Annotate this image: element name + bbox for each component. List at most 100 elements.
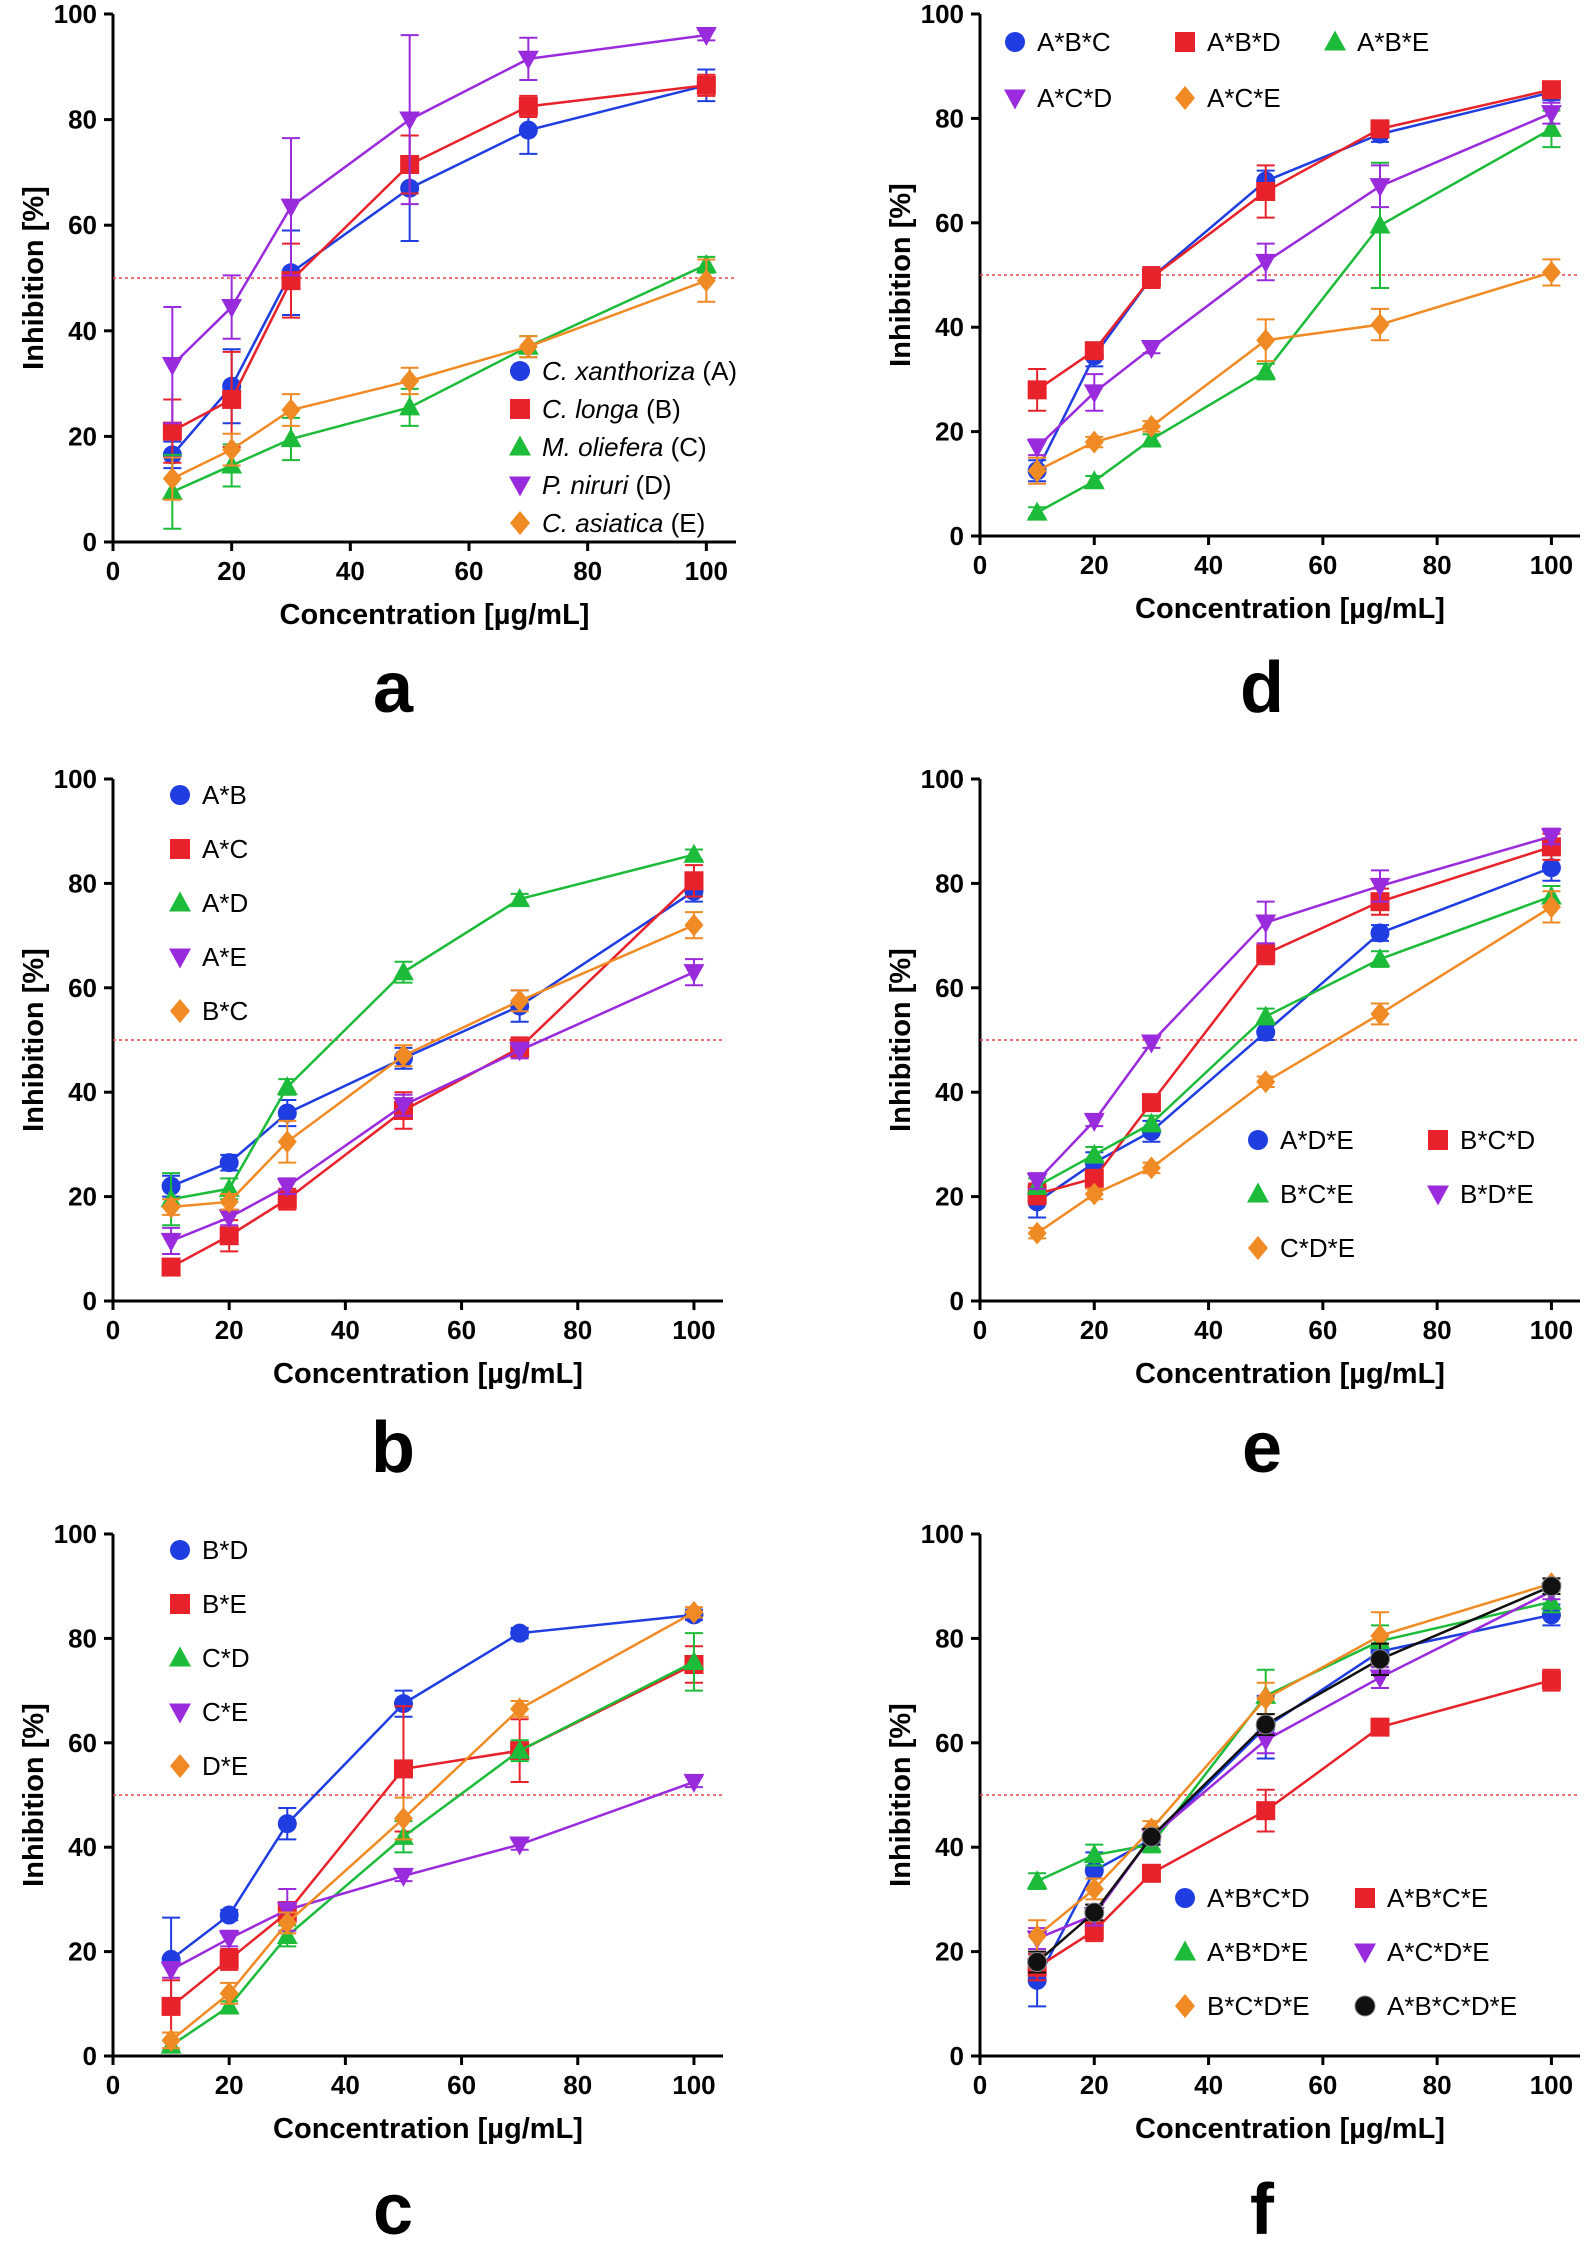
legend-label: C. xanthoriza (A) (542, 356, 737, 386)
x-axis-label: Concentration [µg/mL] (1135, 1358, 1445, 1390)
legend-label: A*C*D (1037, 83, 1112, 113)
y-tick-label: 40 (935, 312, 964, 342)
data-point (1083, 1143, 1105, 1163)
panel-b: 0 20 40 60 80 100 0 20 40 60 80 100 Concentration [µ… (18, 764, 723, 1488)
x-tick-label: 20 (215, 2070, 244, 2100)
series-line (1036, 1585, 1552, 1963)
legend-marker (1428, 1130, 1448, 1150)
x-tick-label: 100 (1530, 2070, 1573, 2100)
x-tick-label: 20 (1080, 1315, 1109, 1345)
data-point (393, 1807, 413, 1830)
data-point (393, 1759, 413, 1779)
data-point (1541, 260, 1561, 284)
x-tick-label: 100 (1530, 550, 1573, 580)
y-tick-label: 20 (935, 1937, 964, 1967)
legend-label: B*C*D*E (1207, 1991, 1310, 2021)
x-tick-label: 40 (336, 556, 365, 586)
y-axis-label: Inhibition [%] (885, 948, 917, 1132)
legend-marker (170, 1754, 190, 1778)
series-line (1036, 1613, 1552, 1981)
legend-label: B*E (202, 1589, 247, 1619)
data-point (277, 1103, 297, 1123)
data-point (509, 888, 531, 908)
y-tick-label: 20 (68, 1937, 97, 1967)
y-tick-label: 80 (935, 868, 964, 898)
legend-marker (1427, 1185, 1449, 1206)
data-point (281, 398, 301, 422)
data-point (1370, 313, 1390, 336)
data-point (1026, 1870, 1048, 1890)
data-point (683, 1773, 705, 1793)
legend-label: A*B*E (1357, 27, 1429, 57)
y-tick-label: 60 (935, 208, 964, 238)
data-point (276, 1925, 298, 1945)
legend-label: D*E (202, 1751, 248, 1781)
series-b-c (161, 911, 704, 1219)
legend-name: B*E (202, 1589, 247, 1619)
panel-f: 0 20 40 60 80 100 0 20 40 60 80 100 Concentration [µ… (885, 1519, 1580, 2250)
y-axis-label: Inhibition [%] (885, 1703, 917, 1887)
data-point (1370, 923, 1390, 943)
data-point (684, 1600, 704, 1624)
data-point (1083, 1112, 1105, 1132)
legend-marker (170, 1540, 190, 1560)
series-c-asiatica (162, 258, 716, 501)
data-point (1256, 944, 1276, 964)
y-tick-label: 20 (68, 421, 97, 451)
legend-name: M. oliefera (542, 432, 663, 462)
series-line (170, 1613, 695, 1961)
y-axis-label: Inhibition [%] (885, 183, 917, 367)
series-a-b-d (1027, 80, 1561, 412)
series-a-b-d-e (1026, 1590, 1562, 1890)
data-point (1255, 360, 1277, 380)
series-line (170, 924, 695, 1209)
data-point (1084, 341, 1104, 361)
y-tick-label: 100 (921, 1519, 964, 1549)
x-tick-label: 60 (1308, 1315, 1337, 1345)
data-point (1027, 1221, 1047, 1245)
data-point (221, 298, 243, 318)
data-point (1027, 380, 1047, 400)
series-line (170, 1611, 695, 2042)
y-tick-label: 60 (935, 973, 964, 1003)
data-point (222, 438, 242, 461)
data-point (1255, 1714, 1276, 1735)
legend-marker (509, 476, 531, 497)
x-tick-label: 0 (106, 1315, 120, 1345)
data-point (1256, 1070, 1276, 1094)
y-tick-label: 0 (83, 1286, 97, 1316)
x-tick-label: 100 (685, 556, 728, 586)
y-tick-label: 80 (935, 103, 964, 133)
y-tick-label: 100 (921, 764, 964, 794)
data-point (393, 1044, 413, 1068)
legend-name: B*D*E (1460, 1179, 1534, 1209)
series-line (1036, 1590, 1552, 1940)
panel-a: 0 20 40 60 80 100 0 20 40 60 80 100 Concentration [µ… (18, 0, 737, 728)
data-point (509, 1836, 531, 1856)
legend-name: C. asiatica (542, 508, 663, 538)
x-axis-label: Concentration [µg/mL] (273, 2113, 583, 2145)
y-tick-label: 40 (68, 316, 97, 346)
data-point (683, 843, 705, 863)
data-point (1140, 1034, 1162, 1054)
y-tick-label: 80 (935, 1623, 964, 1653)
legend-name: A*D (202, 888, 248, 918)
legend-label: A*C*D*E (1387, 1937, 1490, 1967)
data-point (1255, 253, 1277, 273)
x-tick-label: 40 (331, 1315, 360, 1345)
data-point (518, 335, 538, 359)
data-point (1084, 1877, 1104, 1901)
data-point (219, 1153, 239, 1173)
x-tick-label: 0 (973, 2070, 987, 2100)
data-point (1370, 1717, 1390, 1737)
data-point (1369, 877, 1391, 897)
legend-marker (1175, 86, 1195, 110)
legend-name: B*C (202, 996, 248, 1026)
data-point (1256, 1687, 1276, 1710)
legend-marker (509, 435, 531, 456)
series-line (1036, 845, 1552, 1196)
legend-marker (1248, 1130, 1268, 1150)
legend-label: A*B*D (1207, 27, 1281, 57)
data-point (1256, 1022, 1276, 1042)
y-tick-label: 100 (921, 0, 964, 29)
